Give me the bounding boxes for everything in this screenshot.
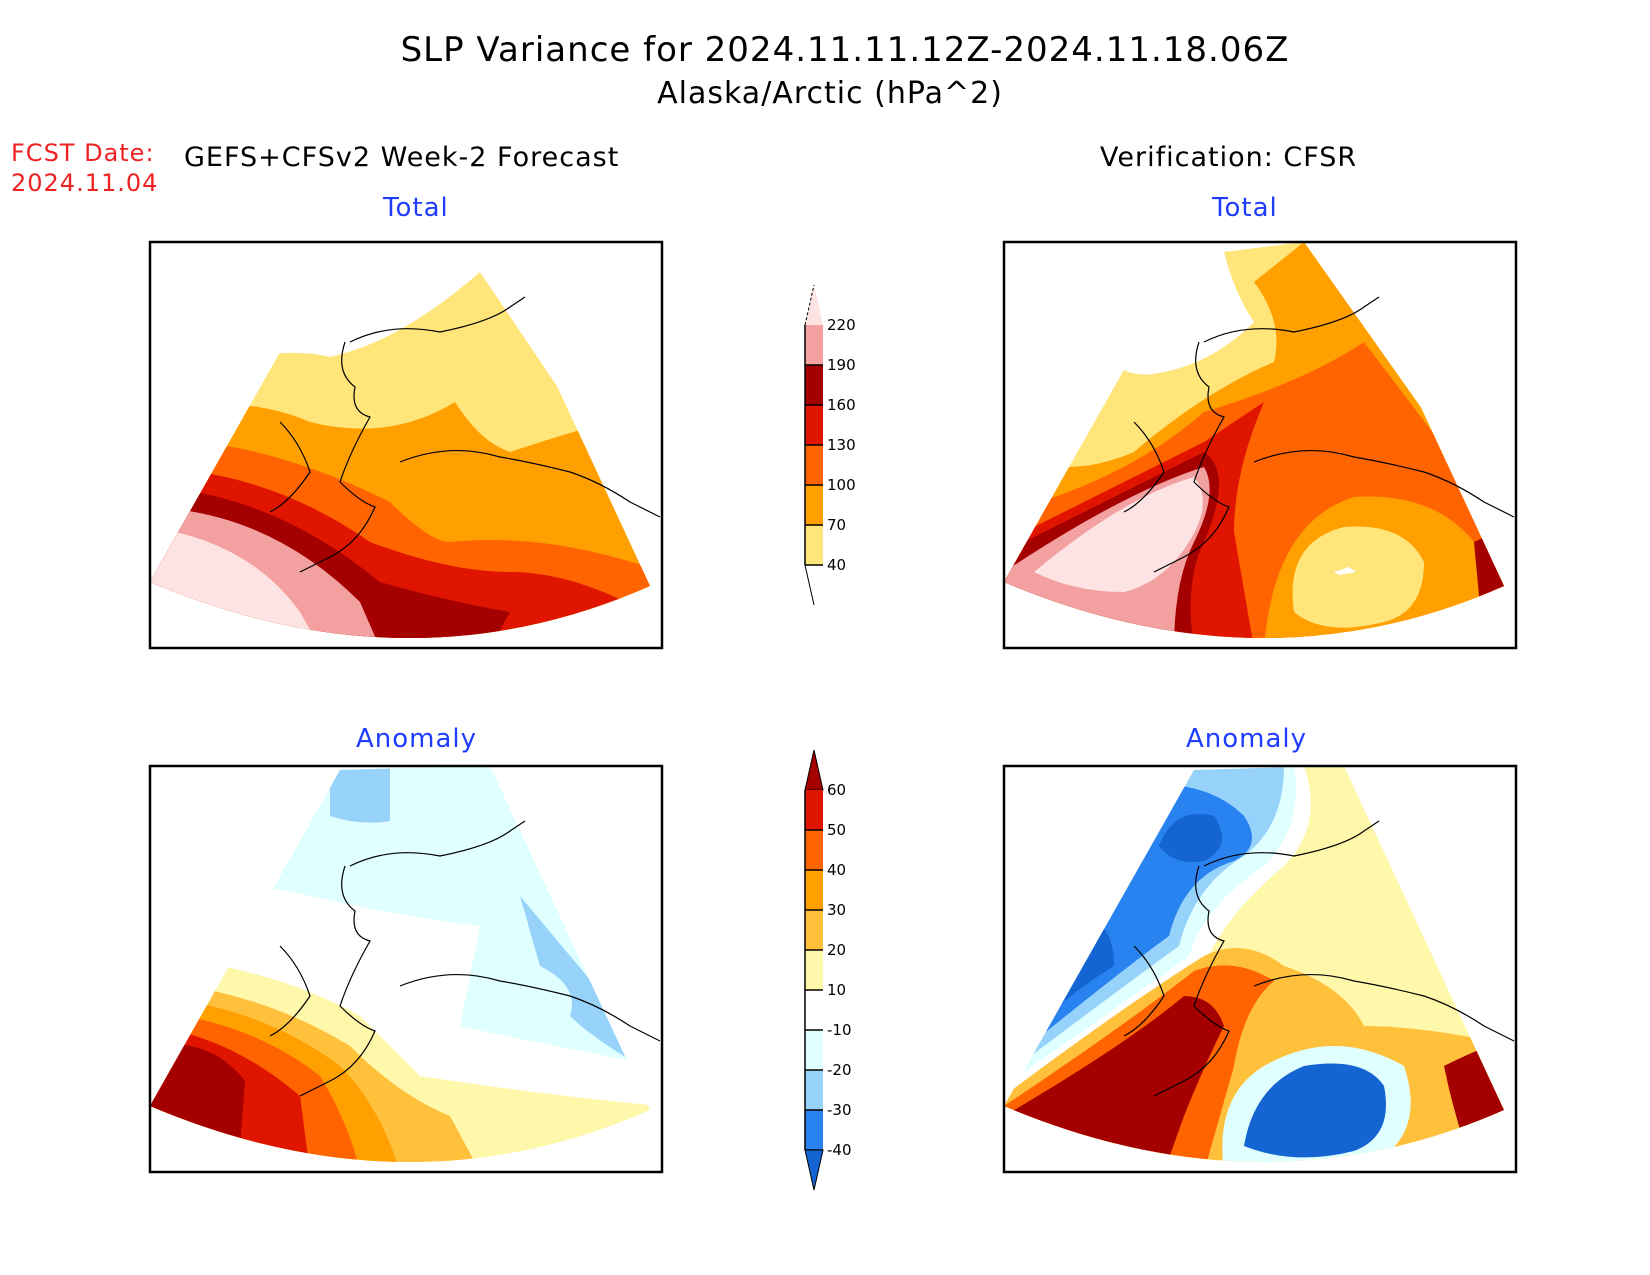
colorbar-segment — [805, 870, 823, 910]
colorbar-total: 220 190 160 130 100 70 40 — [804, 284, 856, 606]
map-frame-total-forecast — [148, 240, 664, 650]
colorbar-segment — [805, 990, 823, 1030]
colorbar-label: -10 — [827, 1021, 852, 1039]
coastlines — [269, 820, 661, 1097]
colorbar-label: -40 — [827, 1141, 852, 1159]
region-minus20-minus30-north — [330, 766, 390, 823]
panel-title-anomaly-forecast: Anomaly — [356, 724, 478, 754]
chart-title: SLP Variance for 2024.11.11.12Z-2024.11.… — [400, 30, 1290, 70]
colorbar-segment — [805, 950, 823, 990]
colorbar-segment — [805, 1110, 823, 1150]
map-frame-anomaly-verification — [1002, 764, 1518, 1174]
panel-title-anomaly-verification: Anomaly — [1186, 724, 1308, 754]
map-anomaly-verification — [1004, 766, 1515, 1163]
colorbar-segment — [805, 525, 823, 565]
colorbar-segment — [805, 830, 823, 870]
colorbar-label: 160 — [827, 396, 856, 414]
colorbar-bottom-triangle — [804, 1149, 824, 1191]
chart-subtitle: Alaska/Arctic (hPa^2) — [657, 76, 1003, 111]
colorbar-label: 220 — [827, 316, 856, 334]
coastlines — [1123, 296, 1515, 573]
colorbar-top-triangle-edge — [804, 284, 815, 326]
forecast-date-value: 2024.11.04 — [11, 169, 159, 197]
region-below-minus40-north — [1159, 814, 1222, 862]
colorbar-top-triangle — [804, 749, 824, 791]
colorbar-label: 20 — [827, 941, 846, 959]
colorbar-label: -20 — [827, 1061, 852, 1079]
region-above-220 — [1034, 477, 1203, 592]
colorbar-label: 40 — [827, 861, 846, 879]
coastlines — [269, 296, 661, 573]
coast-region-160-190 — [1474, 522, 1504, 639]
colorbar-label: 10 — [827, 981, 846, 999]
colorbar-label: -30 — [827, 1101, 852, 1119]
colorbar-segment — [805, 1030, 823, 1070]
gulf-region-below-40 — [1334, 567, 1356, 575]
colorbar-segment — [805, 325, 823, 365]
colorbar-segment — [805, 910, 823, 950]
colorbar-label: 70 — [827, 516, 846, 534]
colorbar-label: 40 — [827, 556, 846, 574]
forecast-date-label: FCST Date: — [11, 139, 155, 167]
colorbar-label: 50 — [827, 821, 846, 839]
colorbar-top-triangle — [805, 285, 823, 325]
colorbar-anomaly: 60 50 40 30 20 10 -10 -20 -30 -40 — [804, 749, 852, 1191]
colorbar-label: 100 — [827, 476, 856, 494]
colorbar-label: 60 — [827, 781, 846, 799]
map-total-forecast — [150, 242, 661, 639]
panel-title-total-verification: Total — [1212, 193, 1278, 223]
colorbar-segment — [805, 1070, 823, 1110]
colorbar-bottom-triangle-edge — [804, 564, 815, 606]
verification-column-header: Verification: CFSR — [1100, 142, 1358, 173]
colorbar-segment — [805, 405, 823, 445]
panel-title-total-forecast: Total — [383, 193, 449, 223]
gulf-region-below-minus40 — [1244, 1063, 1386, 1158]
coastlines — [1123, 820, 1515, 1097]
map-total-verification — [1004, 242, 1515, 639]
colorbar-segment — [805, 485, 823, 525]
colorbar-label: 30 — [827, 901, 846, 919]
map-anomaly-forecast — [150, 766, 661, 1163]
colorbar-segment — [805, 445, 823, 485]
colorbar-segment — [805, 365, 823, 405]
colorbar-label: 130 — [827, 436, 856, 454]
forecast-date-block: FCST Date: 2024.11.04 — [11, 138, 158, 198]
forecast-column-header: GEFS+CFSv2 Week-2 Forecast — [184, 142, 620, 173]
map-frame-anomaly-forecast — [148, 764, 664, 1174]
colorbar-label: 190 — [827, 356, 856, 374]
colorbar-segment — [805, 790, 823, 830]
gulf-region-40-70 — [1292, 526, 1424, 628]
map-frame-total-verification — [1002, 240, 1518, 650]
